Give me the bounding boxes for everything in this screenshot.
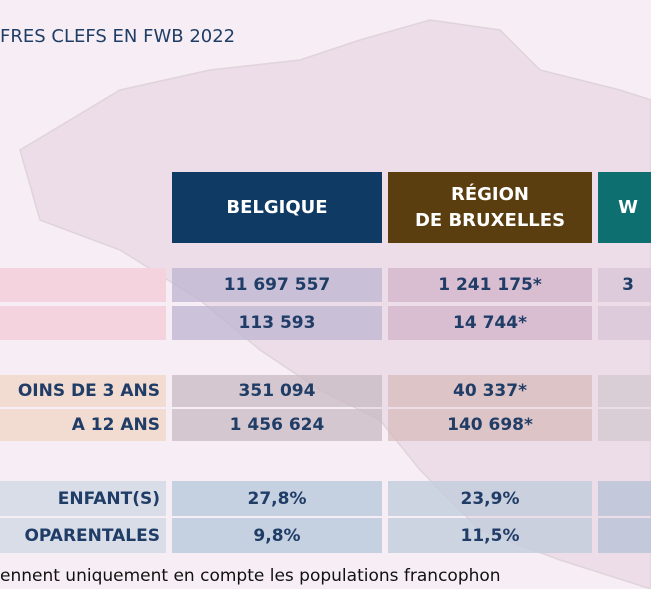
row-label: ENFANT(S) [0, 481, 166, 516]
table-cell: 11,5% [388, 518, 592, 553]
title: FRES CLEFS EN FWB 2022 [0, 26, 236, 47]
row-label [0, 268, 166, 302]
table-cell: 14 744* [388, 306, 592, 340]
column-header: RÉGION DE BRUXELLES [388, 172, 592, 243]
table-cell [598, 375, 651, 407]
table-cell [598, 518, 651, 553]
table-cell: 23,9% [388, 481, 592, 516]
table-cell: 1 456 624 [172, 409, 382, 441]
header-line: RÉGION [451, 183, 529, 205]
row-label: A 12 ANS [0, 409, 166, 441]
header-line: W [618, 196, 638, 218]
table-cell: 140 698* [388, 409, 592, 441]
table-cell: 40 337* [388, 375, 592, 407]
row-label [0, 306, 166, 340]
column-header: BELGIQUE [172, 172, 382, 243]
column-header: W [598, 172, 651, 243]
table-cell [598, 409, 651, 441]
row-label: OPARENTALES [0, 518, 166, 553]
header-line: BELGIQUE [226, 196, 328, 218]
table-cell: 9,8% [172, 518, 382, 553]
table-cell: 11 697 557 [172, 268, 382, 302]
header-line: DE BRUXELLES [414, 209, 566, 231]
table-cell [598, 306, 651, 340]
footnote: ennent uniquement en compte les populati… [0, 566, 501, 586]
table-cell: 351 094 [172, 375, 382, 407]
table-cell [598, 481, 651, 516]
table-cell: 1 241 175* [388, 268, 592, 302]
table-cell: 3 [598, 268, 651, 302]
table-cell: 27,8% [172, 481, 382, 516]
row-label: OINS DE 3 ANS [0, 375, 166, 407]
table-cell: 113 593 [172, 306, 382, 340]
